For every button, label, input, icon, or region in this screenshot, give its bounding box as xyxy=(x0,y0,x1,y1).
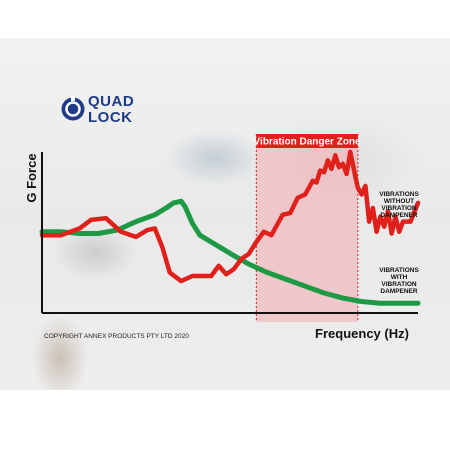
y-axis-label: G Force xyxy=(24,153,39,202)
series-line-without-dampener xyxy=(39,149,421,284)
vibration-danger-zone: Vibration Danger Zone xyxy=(254,134,361,322)
logo-icon xyxy=(61,97,85,121)
logo-icon-notch xyxy=(71,96,75,101)
series-label-line: VIBRATIONS xyxy=(379,191,419,198)
logo-line2: LOCK xyxy=(88,109,133,126)
series-label-line: WITHOUT xyxy=(384,198,414,205)
series-label-line: WITH xyxy=(391,274,408,281)
series-label-without-dampener: VIBRATIONS WITHOUT VIBRATION DAMPENER xyxy=(379,191,419,219)
series-label-line: VIBRATIONS xyxy=(379,267,419,274)
x-axis-label: Frequency (Hz) xyxy=(315,326,409,341)
series-label-line: VIBRATION xyxy=(381,281,417,288)
logo-icon-inner xyxy=(65,101,81,117)
quad-lock-logo: QUAD LOCK xyxy=(61,93,134,126)
series-label-line: DAMPENER xyxy=(380,212,418,219)
logo-line1: QUAD xyxy=(88,93,134,110)
series-label-with-dampener: VIBRATIONS WITH VIBRATION DAMPENER xyxy=(379,267,419,295)
copyright-text: COPYRIGHT ANNEX PRODUCTS PTY LTD 2020 xyxy=(44,333,189,340)
series-label-line: DAMPENER xyxy=(380,288,418,295)
danger-zone-banner xyxy=(256,134,358,148)
series-line-with-dampener xyxy=(39,198,421,306)
series-label-line: VIBRATION xyxy=(381,205,417,212)
danger-zone-label: Vibration Danger Zone xyxy=(254,137,361,148)
